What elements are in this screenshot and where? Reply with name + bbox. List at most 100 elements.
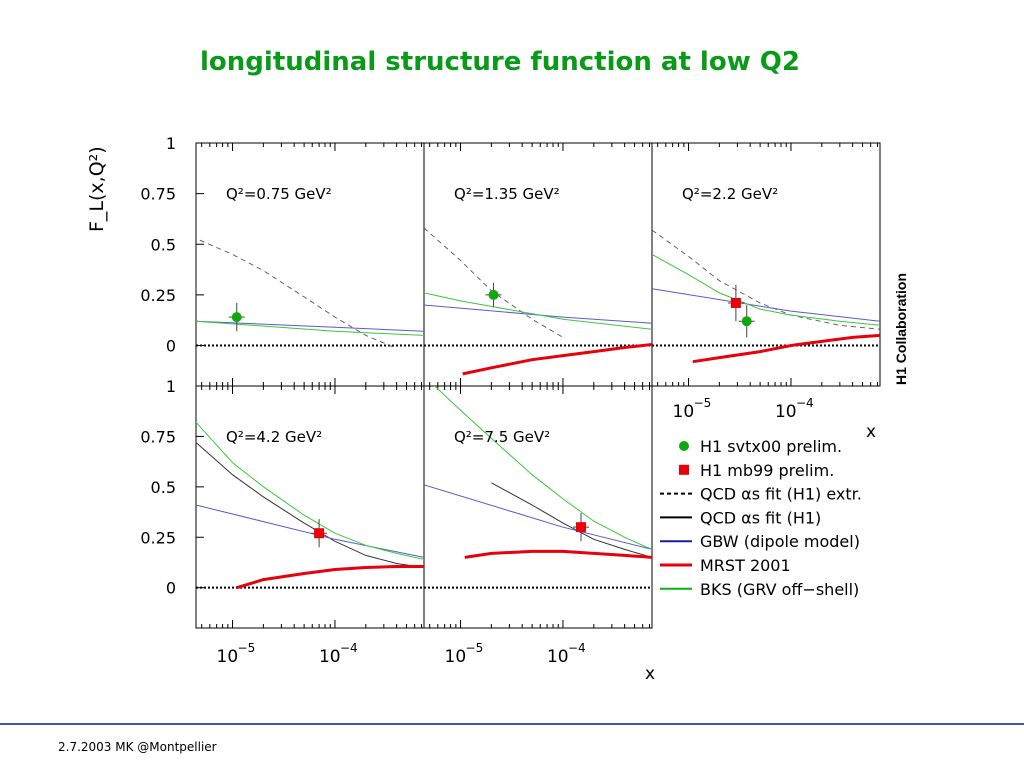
y-tick-label: 0 [166, 579, 176, 598]
q2-label: Q²=0.75 GeV² [226, 185, 332, 203]
y-tick-label: 1 [166, 134, 176, 153]
curve-bks-grv-off-shell [652, 253, 880, 326]
x-tick-label: 10 −4 [547, 641, 586, 667]
panel-3-data [652, 229, 880, 364]
legend-item: H1 mb99 prelim. [679, 461, 834, 480]
data-point [727, 284, 744, 322]
legend-item: H1 svtx00 prelim. [679, 437, 842, 456]
curve-qcd-s-fit-h1-extr [199, 239, 395, 348]
x-tick-exponent: −4 [568, 641, 586, 655]
y-axis-label: F_L(x,Q²) [86, 146, 108, 232]
legend-label: QCD αs fit (H1) extr. [700, 485, 862, 504]
data-point [311, 519, 328, 548]
curve-qcd-s-fit-h1-extr [424, 227, 564, 338]
square-marker [730, 297, 741, 308]
legend-square-marker [679, 464, 689, 475]
panel-2-data [424, 227, 652, 376]
legend-item: QCD αs fit (H1) [660, 508, 821, 527]
collaboration-label: H1 Collaboration [893, 273, 909, 385]
curve-bks-grv-off-shell [196, 320, 424, 336]
square-marker [575, 522, 586, 533]
curve-gbw-dipole-model [424, 484, 652, 550]
y-tick-label: 0.25 [140, 528, 176, 547]
x-tick-base: 10 [217, 647, 239, 667]
data-point [485, 282, 502, 308]
circle-marker [488, 289, 499, 300]
y-tick-label: 0.25 [140, 286, 176, 305]
x-tick-exponent: −5 [694, 396, 712, 410]
panel-1-frame [195, 142, 425, 387]
q2-label: Q²=1.35 GeV² [454, 185, 560, 203]
legend: H1 svtx00 prelim. H1 mb99 prelim. QCD αs f… [660, 437, 862, 599]
panel-1-data [196, 239, 424, 348]
legend-label: BKS (GRV off−shell) [700, 580, 859, 599]
y-tick-label: 1 [166, 377, 176, 396]
circle-marker [231, 312, 242, 323]
panel-3-frame [651, 142, 881, 387]
x-tick-exponent: −4 [340, 641, 358, 655]
panel-4-frame [195, 385, 425, 629]
legend-item: MRST 2001 [660, 556, 791, 575]
legend-item: BKS (GRV off−shell) [660, 580, 859, 599]
legend-label: H1 svtx00 prelim. [700, 437, 842, 456]
panel-frames [195, 142, 881, 629]
curve-bks-grv-off-shell [424, 292, 652, 330]
x-tick-label: 10 −4 [775, 396, 814, 422]
x-tick-exponent: −4 [796, 396, 814, 410]
curve-mrst-2001 [462, 343, 652, 376]
legend-label: QCD αs fit (H1) [700, 508, 821, 527]
curve-gbw-dipole-model [196, 320, 424, 332]
curve-gbw-dipole-model [196, 504, 424, 558]
square-marker [314, 528, 325, 539]
q2-label: Q²=2.2 GeV² [682, 185, 778, 203]
plot-data [196, 227, 880, 590]
data-point [738, 305, 755, 338]
y-tick-label: 0.75 [140, 427, 176, 446]
x-tick-base: 10 [445, 647, 467, 667]
y-tick-label: 0.75 [140, 185, 176, 204]
x-tick-base: 10 [319, 647, 341, 667]
curve-gbw-dipole-model [652, 288, 880, 322]
curve-qcd-s-fit-h1-extr [652, 229, 880, 330]
x-axis-label: x [645, 664, 655, 684]
y-tick-label: 0 [166, 337, 176, 356]
slide-title: longitudinal structure function at low Q… [200, 47, 800, 77]
q2-label: Q²=7.5 GeV² [454, 428, 550, 446]
legend-circle-marker [679, 441, 689, 451]
legend-item: QCD αs fit (H1) extr. [660, 485, 862, 504]
x-tick-label: 10 −5 [673, 396, 712, 422]
curve-qcd-s-fit-h1 [491, 482, 652, 558]
legend-label: H1 mb99 prelim. [700, 461, 834, 480]
legend-item: GBW (dipole model) [660, 532, 860, 551]
circle-marker [741, 316, 752, 327]
x-tick-base: 10 [673, 402, 695, 422]
curve-gbw-dipole-model [424, 304, 652, 324]
q2-label: Q²=4.2 GeV² [226, 428, 322, 446]
panel-5-frame [423, 385, 653, 629]
x-tick-base: 10 [775, 402, 797, 422]
y-tick-label: 0.5 [151, 235, 176, 254]
x-tick-base: 10 [547, 647, 569, 667]
curve-bks-grv-off-shell [434, 386, 652, 550]
legend-label: GBW (dipole model) [700, 532, 860, 551]
panel-4-data [196, 421, 424, 590]
x-tick-label: 10 −5 [217, 641, 256, 667]
curve-mrst-2001 [464, 549, 652, 559]
curve-mrst-2001 [692, 333, 880, 364]
footer-text: 2.7.2003 MK @Montpellier [58, 740, 217, 754]
curve-qcd-s-fit-h1 [196, 442, 424, 568]
x-tick-label: 10 −4 [319, 641, 358, 667]
curve-mrst-2001 [236, 565, 424, 590]
legend-label: MRST 2001 [700, 556, 791, 575]
x-tick-exponent: −5 [238, 641, 256, 655]
plot-text: Q²=0.75 GeV² Q²=1.35 GeV² Q²=2.2 GeV² Q²=4.… [86, 134, 909, 684]
footer-divider [0, 723, 1024, 725]
data-point [572, 513, 589, 542]
x-tick-label: 10 −5 [445, 641, 484, 667]
panel-5-data [424, 386, 652, 589]
x-axis-label-upper: x [866, 422, 876, 442]
x-tick-exponent: −5 [466, 641, 484, 655]
y-tick-label: 0.5 [151, 478, 176, 497]
data-point [228, 302, 245, 332]
